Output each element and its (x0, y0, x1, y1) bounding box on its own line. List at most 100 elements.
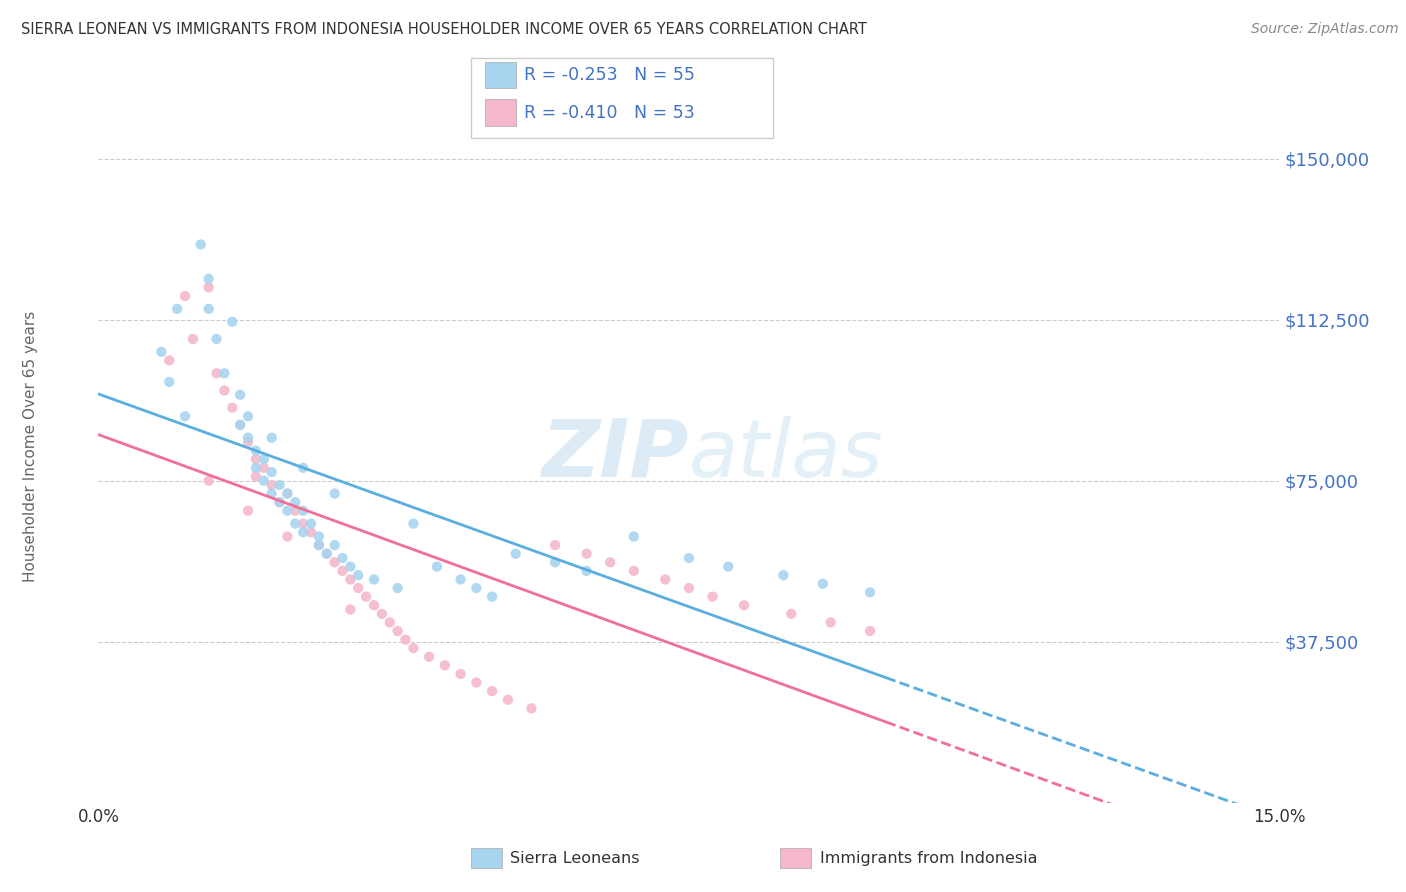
Point (221, 315, 243, 329)
Point (450, 667, 472, 681)
Point (544, 538, 567, 552)
Point (269, 495, 291, 509)
Point (654, 573, 676, 587)
Point (465, 581, 488, 595)
Point (315, 547, 337, 561)
Point (378, 615, 401, 630)
Point (339, 559, 361, 574)
Point (260, 478, 283, 492)
Point (157, 375, 180, 389)
Point (205, 367, 228, 381)
Point (260, 486, 283, 500)
Point (229, 417, 252, 432)
Point (323, 486, 346, 500)
Point (308, 538, 330, 552)
Point (236, 504, 259, 518)
Point (214, 367, 236, 381)
Point (197, 280, 219, 294)
Point (772, 568, 794, 582)
Point (197, 301, 219, 316)
Point (166, 301, 188, 316)
Point (284, 516, 307, 531)
Point (245, 469, 267, 483)
Point (387, 581, 409, 595)
Point (236, 435, 259, 450)
Point (363, 573, 385, 587)
Point (236, 431, 259, 445)
Point (505, 547, 527, 561)
Point (292, 525, 315, 540)
Point (339, 602, 361, 616)
Point (308, 529, 330, 543)
Point (347, 581, 370, 595)
Point (859, 585, 882, 599)
Point (859, 624, 882, 638)
Point (481, 684, 503, 698)
Point (150, 344, 173, 359)
Point (245, 452, 267, 467)
Point (292, 516, 315, 531)
Point (623, 564, 645, 578)
Point (299, 516, 322, 531)
Point (190, 237, 212, 252)
Point (276, 486, 298, 500)
Point (205, 332, 228, 346)
Point (299, 525, 322, 540)
Point (402, 516, 425, 531)
Text: Sierra Leoneans: Sierra Leoneans (510, 851, 640, 865)
Point (253, 452, 276, 467)
Point (433, 658, 456, 673)
Point (260, 465, 283, 479)
Point (339, 573, 361, 587)
Point (197, 272, 219, 286)
Text: ZIP: ZIP (541, 416, 689, 494)
Point (575, 547, 598, 561)
Point (197, 474, 219, 488)
Point (496, 692, 519, 706)
Point (181, 332, 204, 346)
Point (269, 478, 291, 492)
Point (402, 641, 425, 656)
Point (418, 649, 440, 664)
Point (623, 529, 645, 543)
Point (292, 460, 315, 475)
Point (678, 581, 700, 595)
Point (284, 495, 307, 509)
Point (450, 573, 472, 587)
Point (678, 551, 700, 566)
Text: atlas: atlas (689, 416, 884, 494)
Point (520, 701, 543, 715)
Point (284, 504, 307, 518)
Point (276, 504, 298, 518)
Text: Source: ZipAtlas.com: Source: ZipAtlas.com (1251, 22, 1399, 37)
Point (323, 555, 346, 569)
Point (811, 576, 834, 591)
Text: R = -0.410   N = 53: R = -0.410 N = 53 (524, 103, 695, 122)
Point (174, 289, 197, 303)
Text: R = -0.253   N = 55: R = -0.253 N = 55 (524, 66, 696, 84)
Point (308, 538, 330, 552)
Point (387, 624, 409, 638)
Point (245, 443, 267, 458)
Point (253, 474, 276, 488)
Point (481, 590, 503, 604)
Point (702, 590, 724, 604)
Point (253, 460, 276, 475)
Point (371, 607, 394, 621)
Point (780, 607, 803, 621)
Point (323, 538, 346, 552)
Point (332, 551, 354, 566)
Point (347, 568, 370, 582)
Point (236, 409, 259, 424)
Point (354, 590, 377, 604)
Point (276, 529, 298, 543)
Point (221, 401, 243, 415)
Point (426, 559, 449, 574)
Point (229, 417, 252, 432)
Point (733, 599, 755, 613)
Text: Householder Income Over 65 years: Householder Income Over 65 years (24, 310, 38, 582)
Point (276, 486, 298, 500)
Point (292, 504, 315, 518)
Point (465, 675, 488, 690)
Point (269, 495, 291, 509)
